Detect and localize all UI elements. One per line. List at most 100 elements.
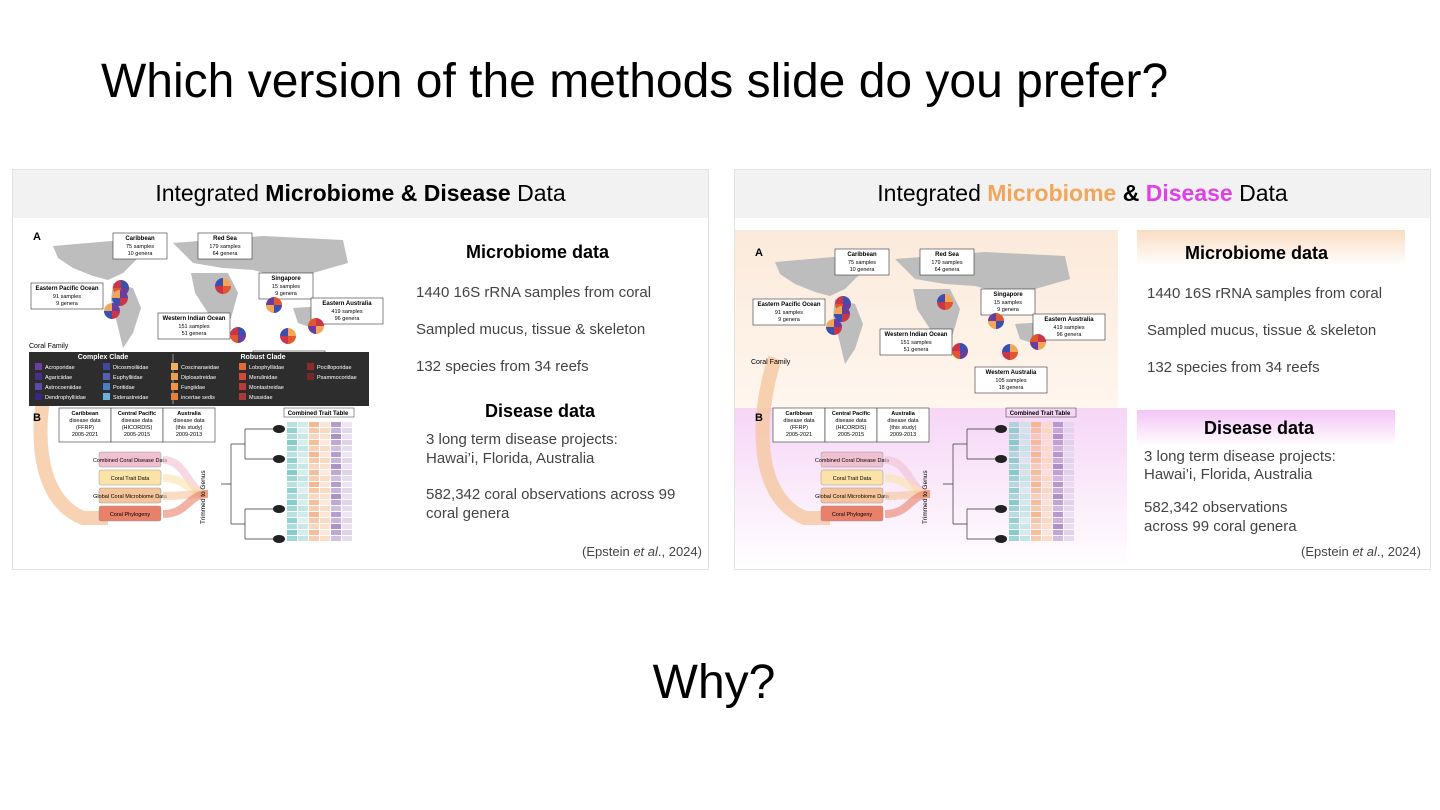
trait-cell [287, 494, 297, 499]
coral-silhouette-icon [273, 505, 285, 513]
trait-cell [287, 488, 297, 493]
trimmed-label: Trimmed to Genus [922, 470, 929, 524]
trait-cell [1064, 422, 1074, 427]
trait-cell [1020, 494, 1030, 499]
panel-b-label: B [755, 412, 763, 424]
data-box: Combined Coral Disease Data [93, 451, 168, 468]
pie-marker [826, 319, 842, 335]
trait-cell [320, 506, 330, 511]
trait-cell [320, 482, 330, 487]
microbiome-item: 1440 16S rRNA samples from coral [1147, 285, 1383, 302]
trait-cell [342, 512, 352, 517]
trait-cell [331, 494, 341, 499]
trait-cell [1020, 512, 1030, 517]
data-flow [884, 490, 931, 518]
pie-marker [937, 294, 953, 310]
trait-cell [1020, 518, 1030, 523]
trait-cell [1031, 428, 1041, 433]
svg-text:disease data: disease data [173, 418, 205, 424]
svg-text:Complex Clade: Complex Clade [78, 354, 129, 361]
trait-cell [331, 428, 341, 433]
trait-cell [287, 482, 297, 487]
trait-cell [1031, 440, 1041, 445]
svg-text:Acroporidae: Acroporidae [45, 365, 75, 371]
trait-cell [1053, 458, 1063, 463]
svg-text:64 genera: 64 genera [935, 267, 961, 273]
microbiome-item: 1440 16S rRNA samples from coral [416, 284, 652, 301]
svg-text:Coral Trait Data: Coral Trait Data [833, 476, 872, 482]
trait-cell [298, 494, 308, 499]
trait-table-label: Combined Trait Table [1010, 411, 1071, 417]
trait-cell [1020, 506, 1030, 511]
disease-item: Hawai’i, Florida, Australia [1144, 466, 1313, 483]
coral-silhouette-icon [995, 425, 1007, 433]
trait-cell [298, 476, 308, 481]
trait-cell [342, 452, 352, 457]
microbiome-band [1137, 230, 1405, 266]
coral-silhouette-icon [995, 455, 1007, 463]
trait-cell [1053, 476, 1063, 481]
trait-cell [320, 476, 330, 481]
trait-cell [1009, 446, 1019, 451]
trait-cell [1064, 512, 1074, 517]
svg-text:Robust Clade: Robust Clade [240, 354, 285, 361]
slide-version-1[interactable]: Integrated Microbiome & Disease Data A Ca… [12, 169, 709, 570]
pie-marker [104, 303, 120, 319]
trait-cell [287, 512, 297, 517]
trait-cell [1031, 422, 1041, 427]
trait-cell [1031, 506, 1041, 511]
svg-text:9 genera: 9 genera [778, 317, 801, 323]
trait-cell [1031, 530, 1041, 535]
svg-text:disease data: disease data [69, 418, 101, 424]
trait-cell [1031, 470, 1041, 475]
coral-silhouette-icon [273, 425, 285, 433]
trait-cell [342, 470, 352, 475]
trait-cell [1064, 494, 1074, 499]
pie-marker [266, 297, 282, 313]
svg-text:75 samples: 75 samples [848, 260, 876, 266]
disease-item: 3 long term disease projects: [1144, 448, 1336, 465]
trait-cell [1053, 536, 1063, 541]
slide-version-2[interactable]: Integrated Microbiome & Disease Data A Ca… [734, 169, 1431, 570]
trait-cell [320, 536, 330, 541]
trait-cell [1042, 422, 1052, 427]
svg-text:18 genera: 18 genera [999, 385, 1025, 391]
svg-text:2005-2015: 2005-2015 [838, 432, 864, 438]
svg-text:91 samples: 91 samples [775, 310, 803, 316]
trait-cell [287, 458, 297, 463]
slide-header: Integrated Microbiome & Disease Data [735, 170, 1430, 218]
svg-text:2005-2015: 2005-2015 [124, 432, 150, 438]
svg-text:96 genera: 96 genera [1057, 332, 1083, 338]
svg-text:(this study): (this study) [176, 425, 203, 431]
svg-text:Dicosmoiliidae: Dicosmoiliidae [113, 365, 148, 371]
trait-cell [1031, 488, 1041, 493]
trait-cell [1009, 500, 1019, 505]
trait-cell [320, 488, 330, 493]
trait-cell [1020, 422, 1030, 427]
trait-cell [1053, 470, 1063, 475]
trait-cell [1053, 434, 1063, 439]
trait-cell [1031, 500, 1041, 505]
trait-cell [342, 500, 352, 505]
svg-text:disease data: disease data [835, 418, 867, 424]
coral-family-label: Coral Family [751, 359, 791, 366]
svg-text:2005-2021: 2005-2021 [786, 432, 812, 438]
trait-cell [1042, 536, 1052, 541]
trait-cell [1009, 482, 1019, 487]
panel-a-label: A [755, 247, 763, 259]
trait-cell [1064, 470, 1074, 475]
trimmed-label: Trimmed to Genus [200, 470, 207, 524]
trait-cell [309, 482, 319, 487]
svg-text:Combined Coral Disease Data: Combined Coral Disease Data [815, 458, 890, 464]
observations-item: 582,342 observations [1144, 499, 1288, 516]
main-title: Which version of the methods slide do yo… [101, 55, 1169, 108]
svg-text:(HICORDIS): (HICORDIS) [122, 425, 153, 431]
svg-text:9 genera: 9 genera [275, 291, 298, 297]
